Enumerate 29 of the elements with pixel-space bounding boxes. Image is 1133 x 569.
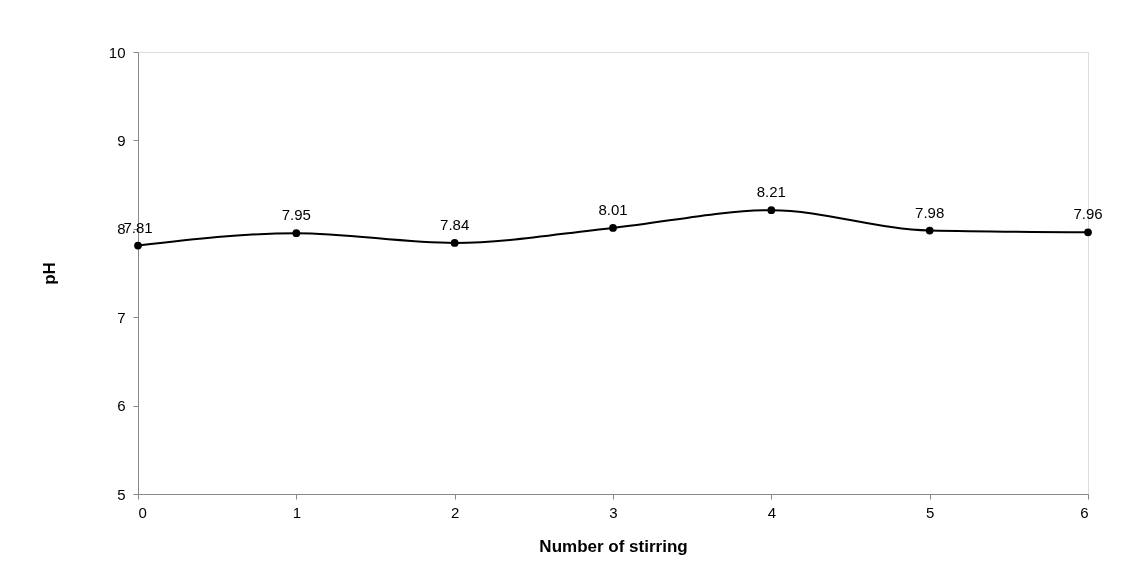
data-label: 7.81 [123, 218, 153, 236]
data-label: 8.01 [598, 200, 628, 218]
point [1084, 228, 1092, 237]
point [134, 241, 142, 250]
data-label: 7.95 [281, 206, 311, 224]
data-label: 7.84 [440, 215, 470, 233]
point [925, 226, 934, 235]
point [450, 239, 459, 247]
x-tick-label: 4 [767, 503, 777, 521]
point [609, 224, 617, 232]
x-tick-label: 6 [1080, 503, 1089, 521]
data-label: 8.21 [756, 183, 786, 201]
y-tick-label: 8 [117, 220, 126, 238]
y-tick-label: 10 [108, 43, 126, 61]
data-label: 7.96 [1073, 205, 1103, 223]
x-tick-label: 3 [609, 503, 618, 521]
y-tick-label: 7 [117, 308, 126, 326]
y-tick-label: 5 [117, 485, 126, 503]
x-tick-label: 2 [450, 503, 460, 521]
y-tick-label: 6 [117, 397, 126, 415]
x-tick-label: 5 [925, 503, 935, 521]
x-axis-title: Number of stirring [539, 536, 688, 556]
x-tick-label: 0 [138, 503, 147, 521]
point [767, 206, 776, 215]
y-axis-title: pH [39, 262, 59, 285]
y-tick-label: 9 [117, 131, 126, 149]
data-label: 7.98 [915, 203, 945, 221]
point [292, 229, 301, 238]
x-tick-label: 1 [292, 503, 302, 521]
